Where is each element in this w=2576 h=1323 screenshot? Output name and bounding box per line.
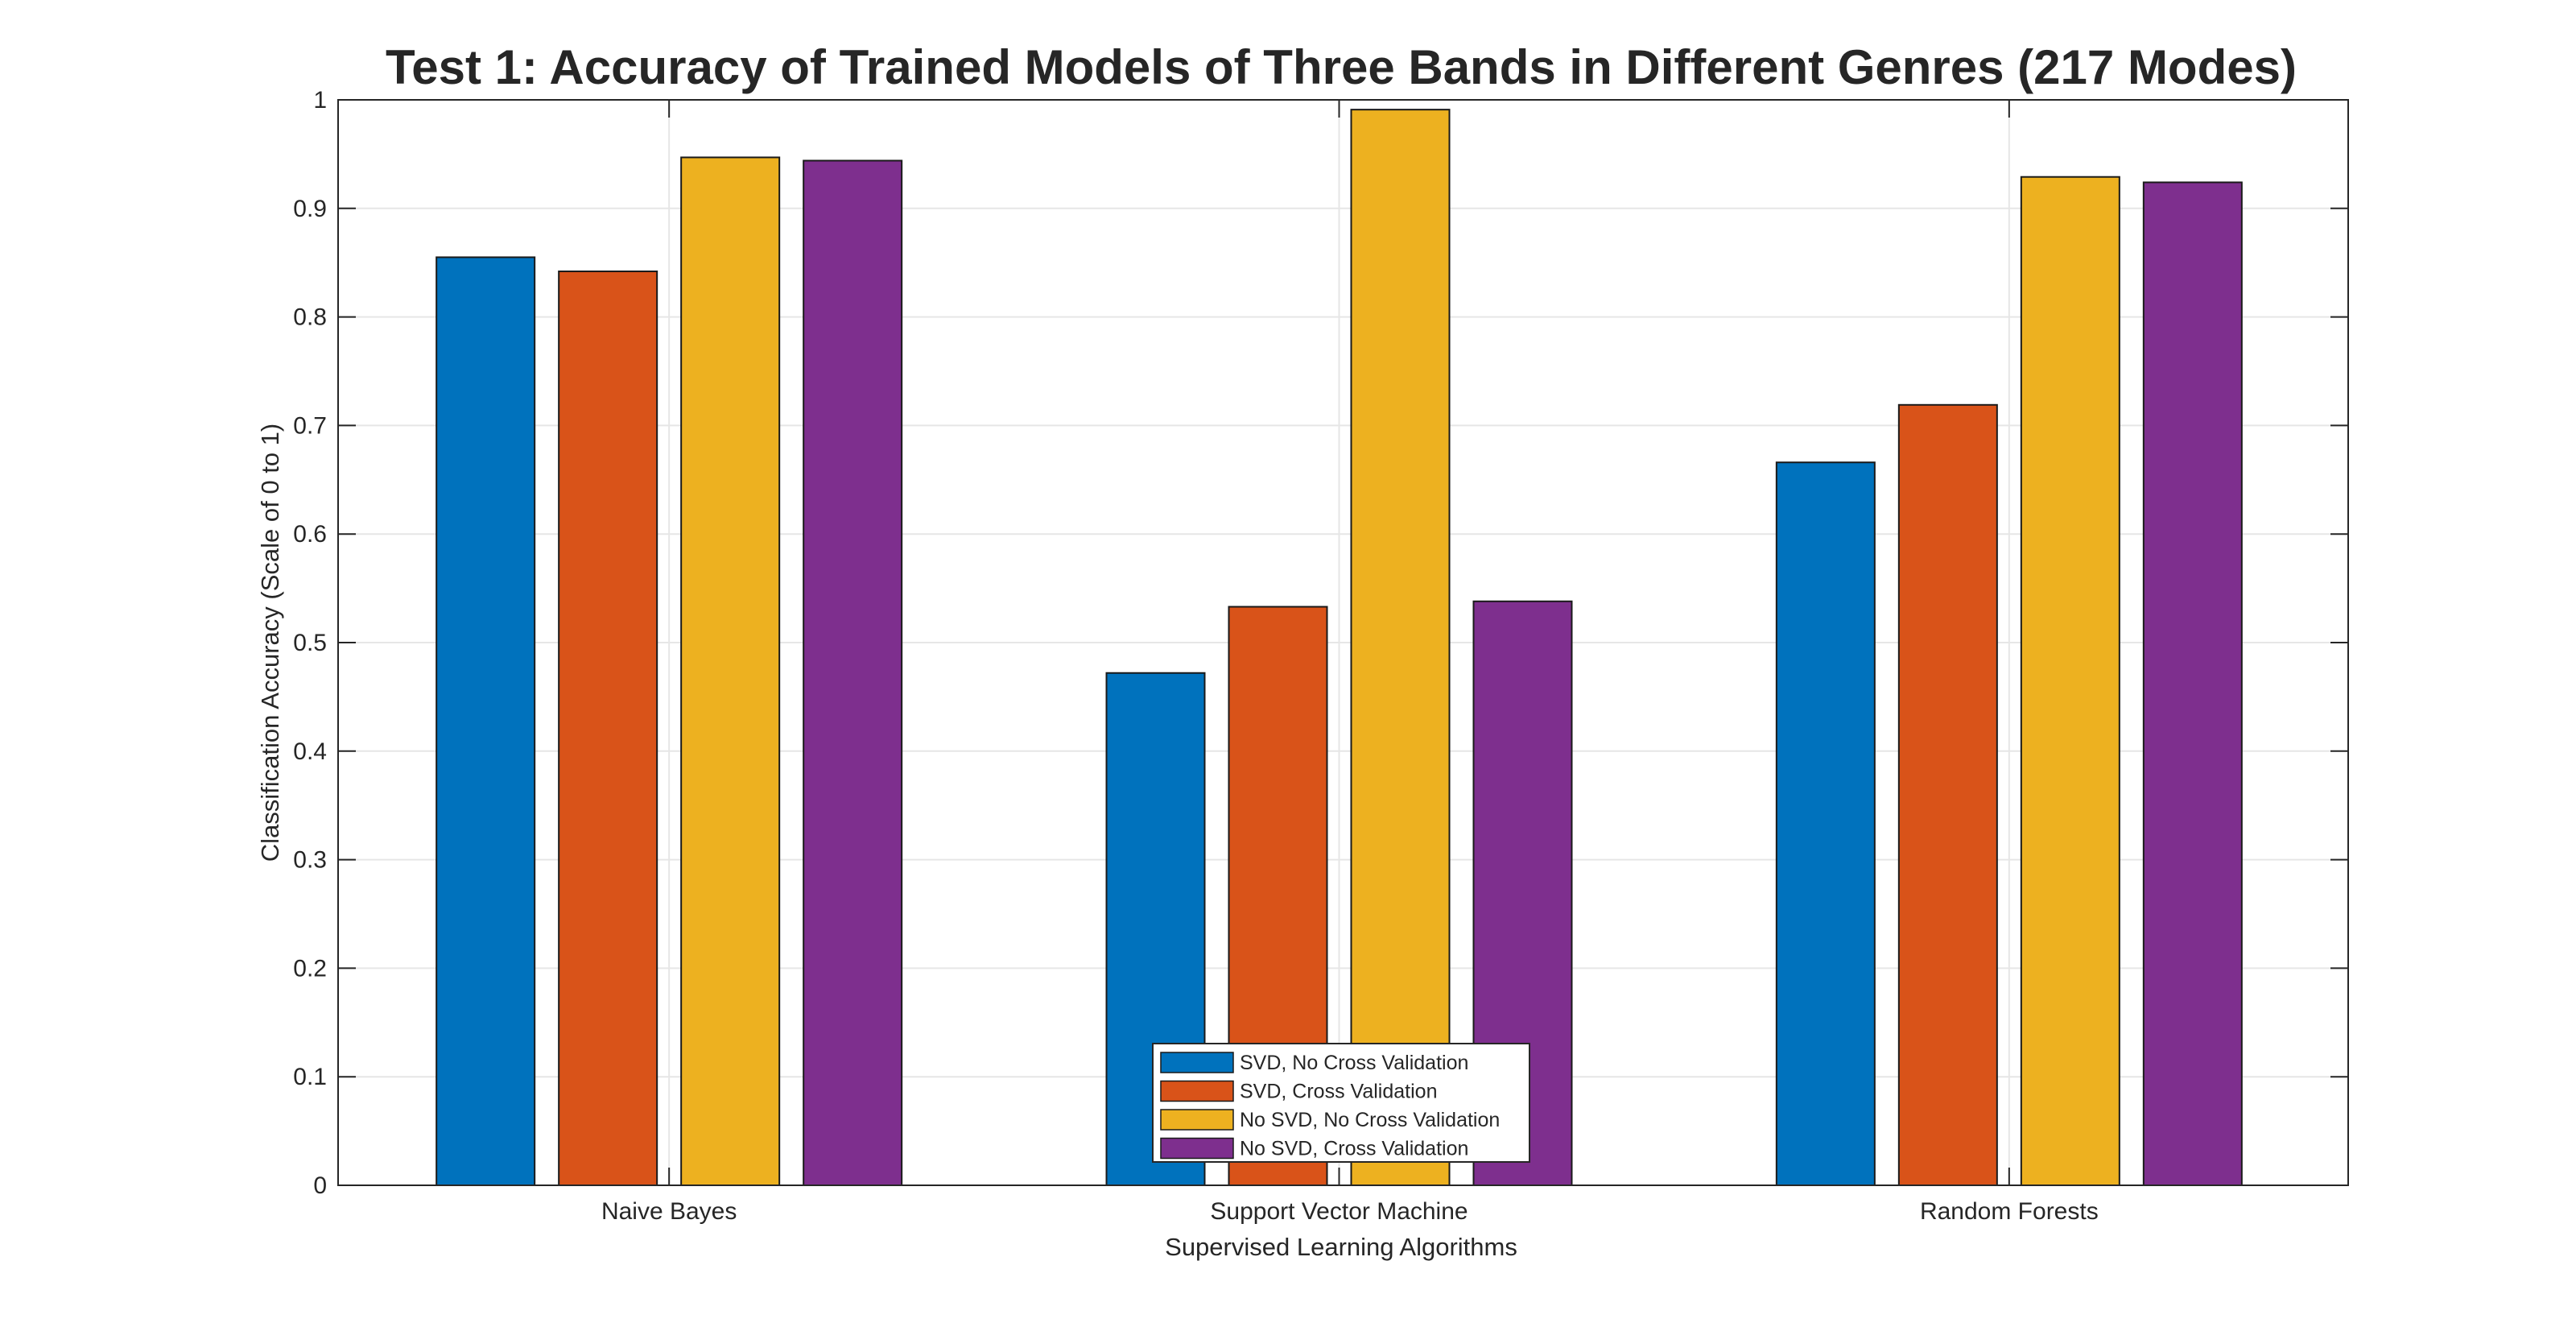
y-tick-label: 0.3 (293, 847, 327, 874)
y-axis-label: Classification Accuracy (Scale of 0 to 1… (256, 424, 284, 862)
legend-swatch (1160, 1052, 1234, 1073)
legend-label: No SVD, No Cross Validation (1240, 1109, 1500, 1131)
y-tick-label: 0.4 (293, 738, 327, 765)
legend-items: SVD, No Cross Validation SVD, Cross Valid… (1160, 1052, 1500, 1160)
y-axis-tick-labels: 0 0.1 0.2 0.3 0.4 0.5 0.6 0.7 0.8 0.9 1 (293, 87, 327, 1199)
legend-label: SVD, No Cross Validation (1240, 1052, 1468, 1074)
bar (1897, 403, 1998, 1186)
y-tick-label: 0 (313, 1172, 327, 1199)
bar (803, 159, 903, 1186)
bar (2020, 176, 2120, 1186)
y-tick-label: 0.5 (293, 630, 327, 656)
y-tick-label: 1 (313, 87, 327, 114)
x-axis-label: Supervised Learning Algorithms (1165, 1233, 1517, 1261)
legend: SVD, No Cross Validation SVD, Cross Valid… (1152, 1043, 1530, 1163)
x-tick-label: Support Vector Machine (1210, 1198, 1468, 1225)
legend-swatch (1160, 1109, 1234, 1131)
y-tick-label: 0.1 (293, 1064, 327, 1090)
bar (436, 256, 536, 1187)
bar (2142, 181, 2243, 1186)
legend-swatch (1160, 1137, 1234, 1160)
legend-swatch (1160, 1080, 1234, 1102)
y-tick-label: 0.7 (293, 412, 327, 439)
bars (436, 109, 2243, 1187)
x-axis-tick-labels: Naive Bayes Support Vector Machine Random … (601, 1198, 2099, 1225)
y-tick-label: 0.6 (293, 521, 327, 548)
legend-label: No SVD, Cross Validation (1240, 1138, 1468, 1160)
x-tick-label: Naive Bayes (601, 1198, 737, 1225)
y-tick-label: 0.2 (293, 955, 327, 982)
y-tick-label: 0.9 (293, 196, 327, 222)
y-tick-label: 0.8 (293, 304, 327, 331)
legend-label: SVD, Cross Validation (1240, 1081, 1437, 1103)
bar (1350, 109, 1451, 1187)
axis-ticks (338, 99, 2348, 1186)
chart-title: Test 1: Accuracy of Trained Models of Th… (386, 40, 2297, 94)
bar (680, 156, 781, 1187)
x-tick-label: Random Forests (1920, 1198, 2099, 1225)
bar (558, 270, 658, 1186)
bar (1775, 461, 1876, 1186)
